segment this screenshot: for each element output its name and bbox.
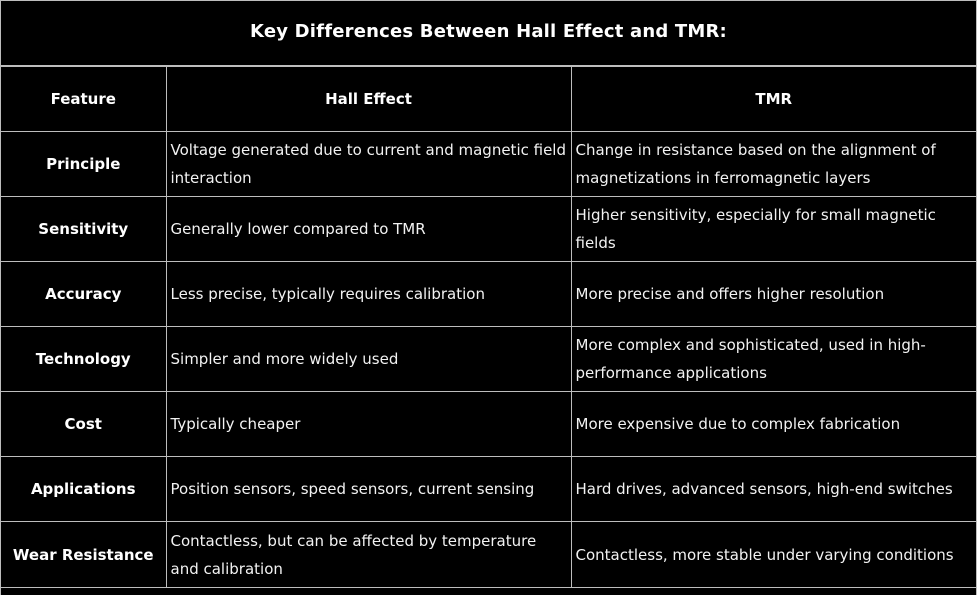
hall-effect-cell: Less precise, typically requires calibra… [165, 261, 572, 327]
table-header: Feature Hall Effect TMR [1, 66, 976, 132]
comparison-table: Feature Hall Effect TMR Principle Voltag… [1, 66, 976, 588]
tmr-cell: More complex and sophisticated, used in … [570, 326, 976, 392]
tmr-cell: Hard drives, advanced sensors, high-end … [570, 456, 976, 522]
hall-effect-cell: Generally lower compared to TMR [165, 196, 572, 262]
feature-cell: Cost [1, 391, 167, 457]
feature-cell: Accuracy [1, 261, 167, 327]
title-bar: Key Differences Between Hall Effect and … [1, 1, 976, 66]
tmr-cell: More precise and offers higher resolutio… [570, 261, 976, 327]
tmr-cell: More expensive due to complex fabricatio… [570, 391, 976, 457]
table-row: Wear Resistance Contactless, but can be … [1, 521, 976, 588]
hall-effect-cell: Position sensors, speed sensors, current… [165, 456, 572, 522]
tmr-cell: Contactless, more stable under varying c… [570, 521, 976, 588]
feature-cell: Principle [1, 131, 167, 197]
tmr-cell: Higher sensitivity, especially for small… [570, 196, 976, 262]
hall-effect-cell: Typically cheaper [165, 391, 572, 457]
hall-effect-cell: Simpler and more widely used [165, 326, 572, 392]
table-row: Cost Typically cheaper More expensive du… [1, 391, 976, 457]
table-row: Technology Simpler and more widely used … [1, 326, 976, 392]
hall-effect-cell: Voltage generated due to current and mag… [165, 131, 572, 197]
table-row: Sensitivity Generally lower compared to … [1, 196, 976, 262]
table-body: Principle Voltage generated due to curre… [1, 131, 976, 588]
header-row: Feature Hall Effect TMR [1, 66, 976, 132]
feature-cell: Technology [1, 326, 167, 392]
table-row: Applications Position sensors, speed sen… [1, 456, 976, 522]
feature-cell: Applications [1, 456, 167, 522]
column-header-feature: Feature [1, 66, 167, 132]
tmr-cell: Change in resistance based on the alignm… [570, 131, 976, 197]
table-row: Principle Voltage generated due to curre… [1, 131, 976, 197]
page-title: Key Differences Between Hall Effect and … [250, 20, 727, 42]
feature-cell: Sensitivity [1, 196, 167, 262]
column-header-hall-effect: Hall Effect [165, 66, 572, 132]
feature-cell: Wear Resistance [1, 521, 167, 588]
table-row: Accuracy Less precise, typically require… [1, 261, 976, 327]
column-header-tmr: TMR [570, 66, 976, 132]
hall-effect-cell: Contactless, but can be affected by temp… [165, 521, 572, 588]
